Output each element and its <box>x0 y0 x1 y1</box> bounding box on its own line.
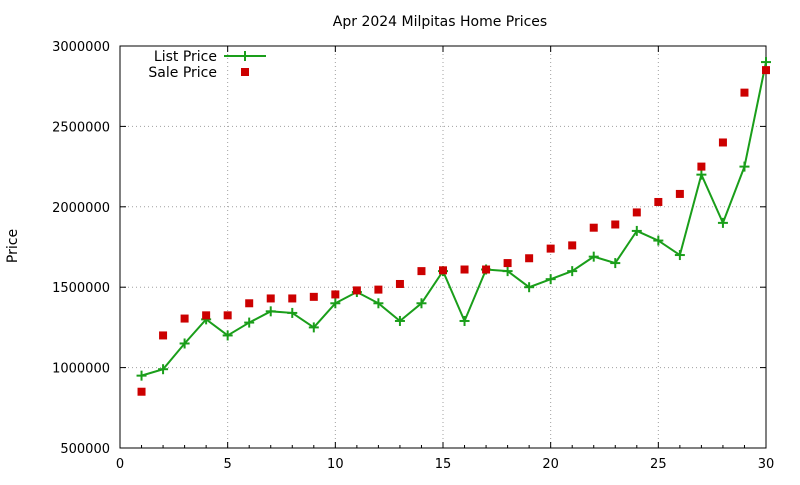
data-point <box>502 266 513 277</box>
y-axis-label: Price <box>5 229 21 263</box>
x-tick-label: 10 <box>327 457 344 472</box>
data-point <box>202 311 211 320</box>
data-point <box>158 364 169 375</box>
data-point <box>309 292 318 301</box>
x-tick-label: 30 <box>758 457 775 472</box>
data-point <box>244 317 255 328</box>
data-point <box>266 294 275 303</box>
data-point <box>740 88 749 97</box>
data-point <box>568 241 577 250</box>
data-point <box>717 217 728 228</box>
data-point <box>524 282 535 293</box>
data-point <box>697 162 706 171</box>
x-tick-label: 0 <box>116 457 124 472</box>
x-tick-label: 20 <box>542 457 559 472</box>
data-point <box>654 197 663 206</box>
legend-marker <box>240 51 250 61</box>
legend-marker <box>241 68 249 76</box>
data-point <box>611 220 620 229</box>
data-point <box>394 315 405 326</box>
data-point <box>696 169 707 180</box>
y-tick-label: 3000000 <box>52 40 110 55</box>
data-point <box>179 338 190 349</box>
data-point <box>762 66 770 75</box>
data-point <box>288 294 297 303</box>
data-point <box>245 299 254 308</box>
data-point <box>136 370 147 381</box>
data-point <box>395 279 404 288</box>
data-point <box>180 314 189 323</box>
data-point <box>631 225 642 236</box>
axis-ticks: 0 5 10 15 20 25 30 500000 1000000 1500000 2000000 2… <box>52 40 774 472</box>
data-point <box>159 331 168 340</box>
legend-label: List Price <box>154 49 217 65</box>
data-point <box>674 250 685 261</box>
data-point <box>137 387 146 396</box>
series <box>136 57 771 396</box>
data-point <box>675 189 684 198</box>
data-point <box>416 298 427 309</box>
data-point <box>589 223 598 232</box>
data-point <box>718 138 727 147</box>
data-point <box>761 57 771 68</box>
data-point <box>545 274 556 285</box>
data-point <box>352 286 361 295</box>
data-point <box>739 161 750 172</box>
y-tick-label: 2500000 <box>52 120 110 135</box>
y-tick-label: 500000 <box>60 442 110 457</box>
legend-item: Sale Price <box>148 65 249 81</box>
data-point <box>265 306 276 317</box>
data-point <box>546 244 555 253</box>
data-point <box>439 266 447 275</box>
series-list-price <box>136 57 771 381</box>
data-point <box>588 251 599 262</box>
data-point <box>373 298 384 309</box>
y-tick-label: 1000000 <box>52 362 110 377</box>
data-point <box>610 258 621 269</box>
data-point <box>287 307 298 318</box>
data-point <box>374 285 383 294</box>
data-point <box>653 235 664 246</box>
legend-item: List Price <box>154 49 266 65</box>
y-tick-label: 2000000 <box>52 201 110 216</box>
x-tick-label: 15 <box>435 457 452 472</box>
data-point <box>460 265 469 274</box>
series-line <box>141 61 767 377</box>
data-point <box>632 208 641 217</box>
data-point <box>417 267 426 276</box>
data-point <box>525 254 534 263</box>
chart-title: Apr 2024 Milpitas Home Prices <box>333 14 547 30</box>
y-tick-label: 1500000 <box>52 281 110 296</box>
data-point <box>308 322 319 333</box>
data-point <box>567 266 578 277</box>
data-point <box>222 330 233 341</box>
data-point <box>223 311 232 320</box>
data-point <box>330 298 341 309</box>
x-tick-label: 5 <box>224 457 232 472</box>
data-point <box>459 315 470 326</box>
legend-label: Sale Price <box>148 65 217 81</box>
data-point <box>503 259 512 268</box>
series-sale-price <box>137 66 770 396</box>
x-tick-label: 25 <box>650 457 667 472</box>
data-point <box>331 290 340 299</box>
data-point <box>482 265 491 274</box>
